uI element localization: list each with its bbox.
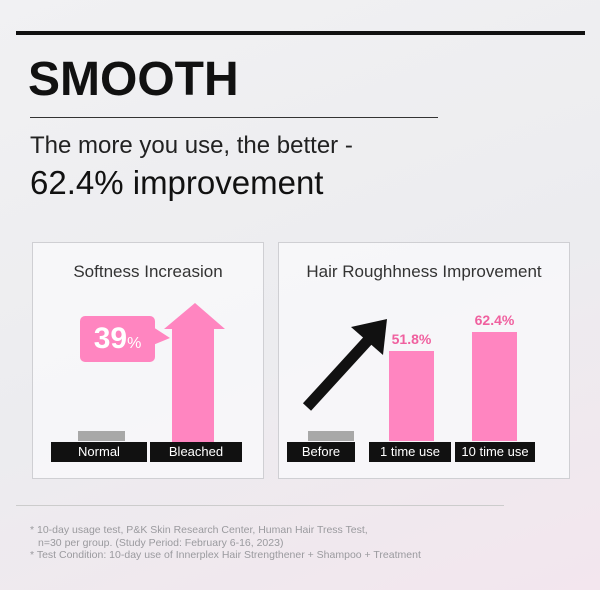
bar-before	[308, 431, 354, 441]
bubble-value: 39	[93, 322, 128, 355]
subtitle: The more you use, the better -	[30, 132, 353, 159]
label-normal: Normal	[51, 442, 147, 462]
footer-divider	[16, 505, 504, 506]
bar-1	[389, 350, 434, 441]
chart-title: Hair Roughhness Improvement	[306, 262, 542, 281]
top-divider	[16, 31, 585, 35]
footnote: * 10-day usage test, P&K Skin Research C…	[30, 524, 368, 536]
label-1-time-use: 1 time use	[369, 442, 451, 462]
chart-title: Softness Increasion	[73, 262, 223, 281]
label-before: Before	[287, 442, 355, 462]
data-label: 62.4%	[474, 312, 515, 329]
label-10-time-use: 10 time use	[455, 442, 535, 462]
highlight: 62.4% improvement	[30, 164, 324, 201]
trend-arrow-icon	[302, 319, 387, 411]
footnotes: * 10-day usage test, P&K Skin Research C…	[30, 524, 421, 562]
footnote: n=30 per group. (Study Period: February …	[38, 536, 284, 549]
bar-2	[472, 332, 517, 441]
up-arrow-icon	[164, 303, 225, 442]
bar-normal	[78, 431, 125, 441]
bubble-unit: %	[127, 335, 142, 352]
label-bleached: Bleached	[150, 442, 242, 462]
page-title: SMOOTH	[28, 53, 239, 106]
title-divider	[30, 117, 438, 118]
data-label: 51.8%	[391, 330, 432, 347]
footnote: * Test Condition: 10-day use of Innerple…	[30, 549, 421, 561]
roughness-chart: Hair Roughhness Improvement Before 1 tim…	[278, 242, 570, 479]
bubble-tail	[153, 327, 170, 345]
softness-chart: Softness Increasion 39% Normal Bleached	[32, 242, 264, 479]
value-bubble: 39%	[80, 316, 155, 362]
